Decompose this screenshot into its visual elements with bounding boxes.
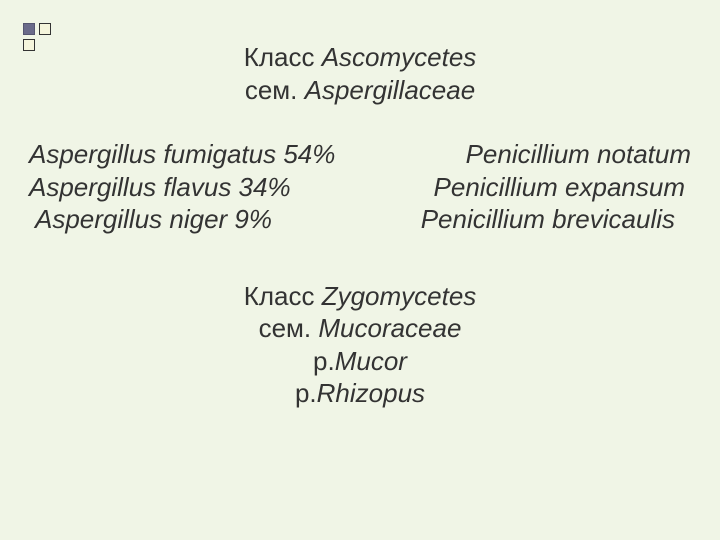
species-item: Penicillium expansum bbox=[360, 171, 691, 204]
species-columns: Aspergillus fumigatus 54% Aspergillus fl… bbox=[5, 138, 715, 236]
bottom-line-1: Класс Zygomycetes bbox=[5, 280, 715, 313]
bottom-prefix: Класс bbox=[244, 281, 322, 311]
bottom-prefix: сем. bbox=[259, 313, 319, 343]
species-item: Penicillium brevicaulis bbox=[360, 203, 691, 236]
bottom-taxon: Mucor bbox=[335, 346, 407, 376]
square-icon bbox=[23, 39, 35, 51]
title-prefix: сем. bbox=[245, 75, 305, 105]
left-column: Aspergillus fumigatus 54% Aspergillus fl… bbox=[29, 138, 360, 236]
bottom-block: Класс Zygomycetes сем. Mucoraceae р.Muco… bbox=[5, 280, 715, 410]
bottom-prefix: р. bbox=[295, 378, 317, 408]
bottom-taxon: Mucoraceae bbox=[318, 313, 461, 343]
title-line-1: Класс Ascomycetes bbox=[5, 41, 715, 74]
bottom-line-4: р.Rhizopus bbox=[5, 377, 715, 410]
square-icon bbox=[39, 23, 51, 35]
title-taxon: Ascomycetes bbox=[322, 42, 477, 72]
species-item: Penicillium notatum bbox=[360, 138, 691, 171]
title-block: Класс Ascomycetes сем. Aspergillaceae bbox=[5, 41, 715, 106]
title-taxon: Aspergillaceae bbox=[305, 75, 476, 105]
species-item: Aspergillus fumigatus 54% bbox=[29, 138, 360, 171]
bottom-line-3: р.Mucor bbox=[5, 345, 715, 378]
corner-bullet-decoration bbox=[23, 23, 59, 51]
right-column: Penicillium notatum Penicillium expansum… bbox=[360, 138, 691, 236]
bottom-line-2: сем. Mucoraceae bbox=[5, 312, 715, 345]
slide: Класс Ascomycetes сем. Aspergillaceae As… bbox=[5, 5, 715, 535]
square-icon bbox=[23, 23, 35, 35]
bottom-prefix: р. bbox=[313, 346, 335, 376]
bottom-taxon: Rhizopus bbox=[317, 378, 425, 408]
species-item: Aspergillus flavus 34% bbox=[29, 171, 360, 204]
title-line-2: сем. Aspergillaceae bbox=[5, 74, 715, 107]
title-prefix: Класс bbox=[244, 42, 322, 72]
species-item: Aspergillus niger 9% bbox=[29, 203, 360, 236]
bottom-taxon: Zygomycetes bbox=[322, 281, 477, 311]
